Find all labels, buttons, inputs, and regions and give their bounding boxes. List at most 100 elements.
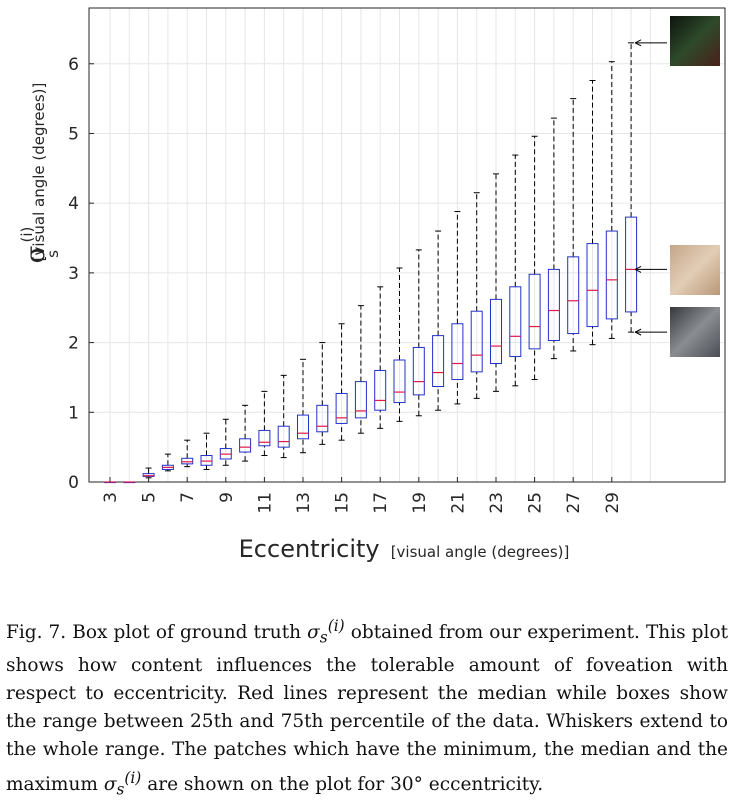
y-tick-label: 5: [68, 124, 79, 144]
x-tick-label: 11: [255, 492, 275, 514]
patch-image: [670, 245, 720, 295]
box-group: [586, 79, 599, 346]
box-group: [393, 267, 406, 422]
x-tick-label: 19: [410, 492, 430, 514]
y-tick-label: 1: [68, 403, 79, 423]
box-group: [161, 453, 174, 472]
box-group: [277, 374, 290, 459]
box-iqr: [239, 438, 252, 453]
caption-text-1: Box plot of ground truth: [72, 622, 302, 644]
box-iqr: [451, 323, 464, 381]
box-iqr: [316, 404, 329, 433]
box-group: [200, 432, 213, 470]
box-series: [104, 42, 638, 484]
box-group: [297, 358, 309, 454]
caption-symbol-1: σs(i): [307, 617, 345, 647]
box-group: [316, 342, 329, 445]
box-group: [354, 305, 367, 434]
caption-text-3: are shown on the plot for 30° eccentrici…: [147, 774, 544, 795]
box-iqr: [393, 359, 406, 404]
x-tick-label: 17: [371, 492, 391, 514]
box-group: [490, 173, 502, 392]
patch-arrow-head: [634, 39, 642, 47]
y-axis-ticks: 0 1 2 3 4 5 6: [68, 55, 94, 493]
y-tick-label: 2: [68, 334, 79, 354]
x-tick-label: 9: [217, 492, 237, 503]
box-iqr: [605, 230, 618, 320]
box-iqr: [142, 473, 155, 477]
y-tick-label: 6: [68, 55, 79, 75]
caption-fig-label: Fig. 7.: [6, 622, 67, 644]
box-iqr: [528, 273, 541, 350]
x-tick-label: 29: [603, 492, 623, 514]
box-iqr: [181, 457, 194, 465]
figure-caption: Fig. 7. Box plot of ground truth σs(i) o…: [6, 612, 728, 804]
patch-arrow-head: [634, 328, 642, 336]
patch-thumbnails: [634, 16, 720, 357]
patch-minimum: [634, 307, 720, 357]
patch-median: [634, 245, 720, 295]
box-group: [528, 135, 541, 381]
box-group: [547, 117, 560, 360]
box-group: [605, 61, 618, 339]
box-iqr: [432, 335, 445, 388]
box-group: [567, 98, 580, 352]
x-tick-label: 5: [140, 492, 160, 503]
box-group: [123, 481, 136, 484]
box-group: [509, 154, 522, 387]
box-iqr: [297, 414, 309, 440]
box-group: [181, 439, 194, 468]
x-tick-label: 25: [526, 492, 546, 514]
y-axis-label: σ (i): [18, 227, 51, 264]
caption-symbol-2: σs(i): [103, 768, 142, 799]
y-tick-label: 4: [68, 194, 79, 214]
patch-image: [670, 16, 720, 66]
x-tick-label: 15: [333, 492, 353, 514]
y-tick-label: 0: [68, 473, 79, 493]
box-iqr: [354, 381, 367, 419]
box-iqr: [258, 429, 271, 447]
x-tick-label: 23: [487, 492, 507, 514]
svg-text:σ (i): σ (i): [18, 227, 51, 264]
box-iqr: [277, 425, 290, 448]
box-group: [335, 323, 348, 441]
x-tick-label: 3: [101, 492, 121, 503]
x-tick-label: 13: [294, 492, 314, 514]
box-group: [451, 211, 464, 405]
x-tick-label: 27: [564, 492, 584, 514]
x-tick-label: 21: [448, 492, 468, 514]
box-iqr: [412, 346, 425, 396]
y-tick-label: 3: [68, 264, 79, 284]
box-group: [625, 42, 638, 333]
x-tick-label: 7: [178, 492, 198, 503]
box-group: [470, 192, 483, 399]
box-iqr: [625, 216, 638, 313]
box-iqr: [490, 298, 502, 364]
patch-maximum: [634, 16, 720, 66]
box-group: [374, 286, 387, 429]
box-iqr: [547, 268, 560, 341]
patch-image: [670, 307, 720, 357]
caption-text-2: obtained from our experiment. This plot …: [6, 622, 729, 795]
x-axis-ticks: 3 5 7 9 11 13 15 17 19 21 23 25 27 29: [101, 477, 623, 514]
box-group: [432, 230, 445, 411]
box-iqr: [586, 243, 599, 328]
box-group: [412, 249, 425, 417]
box-iqr: [374, 369, 387, 411]
box-iqr: [470, 310, 483, 373]
box-group: [239, 404, 252, 462]
box-iqr: [509, 286, 522, 358]
box-iqr: [335, 392, 348, 424]
patch-arrow-head: [634, 265, 642, 273]
box-group: [258, 390, 271, 457]
box-group: [104, 481, 116, 484]
y-axis-unit: [visual angle (degrees)]: [30, 83, 48, 262]
box-group: [142, 467, 155, 479]
box-iqr: [567, 256, 580, 335]
box-iqr: [200, 455, 213, 466]
box-group: [219, 418, 232, 466]
y-axis-subscript: s: [44, 250, 62, 258]
plot-area-frame: [88, 7, 726, 483]
x-axis-label: Eccentricity [visual angle (degrees)]: [239, 535, 570, 563]
